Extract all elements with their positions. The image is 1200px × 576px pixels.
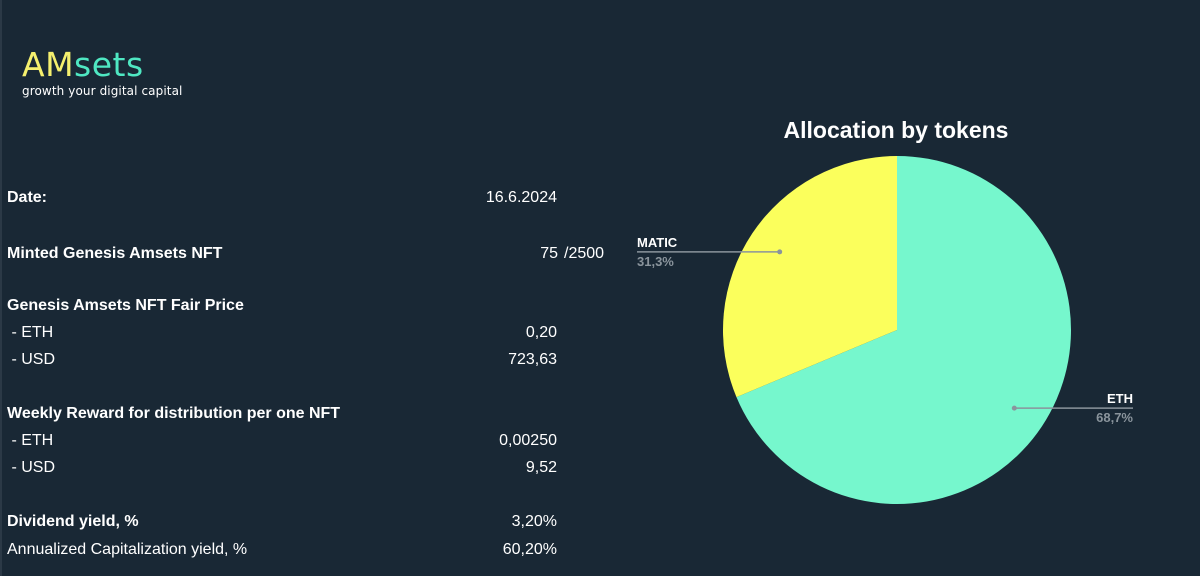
fair-price-eth-label: - ETH bbox=[7, 324, 54, 341]
weekly-reward-usd-value: 9,52 bbox=[525, 459, 557, 476]
fair-price-usd-value: 723,63 bbox=[508, 351, 557, 368]
weekly-reward-label: Weekly Reward for distribution per one N… bbox=[7, 405, 341, 422]
chart-title: Allocation by tokens bbox=[783, 117, 1009, 143]
logo-tagline: growth your digital capital bbox=[22, 84, 183, 98]
logo-wordmark: AMsets bbox=[22, 46, 182, 84]
minted-nft-total: /2500 bbox=[564, 245, 605, 262]
slice-label-matic: MATIC bbox=[637, 235, 678, 250]
fair-price-label: Genesis Amsets NFT Fair Price bbox=[7, 297, 244, 314]
minted-nft-value: 75 bbox=[540, 245, 558, 262]
pie-labels: ETH 68,7% MATIC 31,3% bbox=[637, 235, 1133, 425]
fair-price-usd-label: - USD bbox=[7, 351, 55, 368]
date-label: Date: bbox=[7, 189, 48, 206]
weekly-reward-usd-label: - USD bbox=[7, 459, 55, 476]
date-value: 16.6.2024 bbox=[485, 189, 557, 206]
annualized-yield-label: Annualized Capitalization yield, % bbox=[7, 541, 248, 558]
dividend-yield-label: Dividend yield, % bbox=[7, 513, 139, 530]
annualized-yield-value: 60,20% bbox=[502, 541, 557, 558]
pie-slice-matic bbox=[723, 156, 897, 398]
dividend-yield-value: 3,20% bbox=[511, 513, 557, 530]
pie-slice-eth bbox=[736, 156, 1071, 505]
weekly-reward-eth-label: - ETH bbox=[7, 432, 54, 449]
weekly-reward-eth-value: 0,00250 bbox=[499, 432, 557, 449]
logo-wordmark-sets: sets bbox=[74, 45, 144, 84]
left-edge-divider bbox=[0, 0, 2, 576]
slice-label-eth: ETH bbox=[1107, 391, 1133, 406]
pie-slices bbox=[723, 156, 1071, 505]
minted-nft-label: Minted Genesis Amsets NFT bbox=[7, 245, 223, 262]
logo-wordmark-am: AM bbox=[22, 45, 75, 84]
fair-price-eth-value: 0,20 bbox=[525, 324, 557, 341]
slice-percent-eth: 68,7% bbox=[1096, 410, 1133, 425]
amsets-logo: AMsets growth your digital capital bbox=[22, 46, 183, 99]
slice-percent-matic: 31,3% bbox=[637, 254, 674, 269]
